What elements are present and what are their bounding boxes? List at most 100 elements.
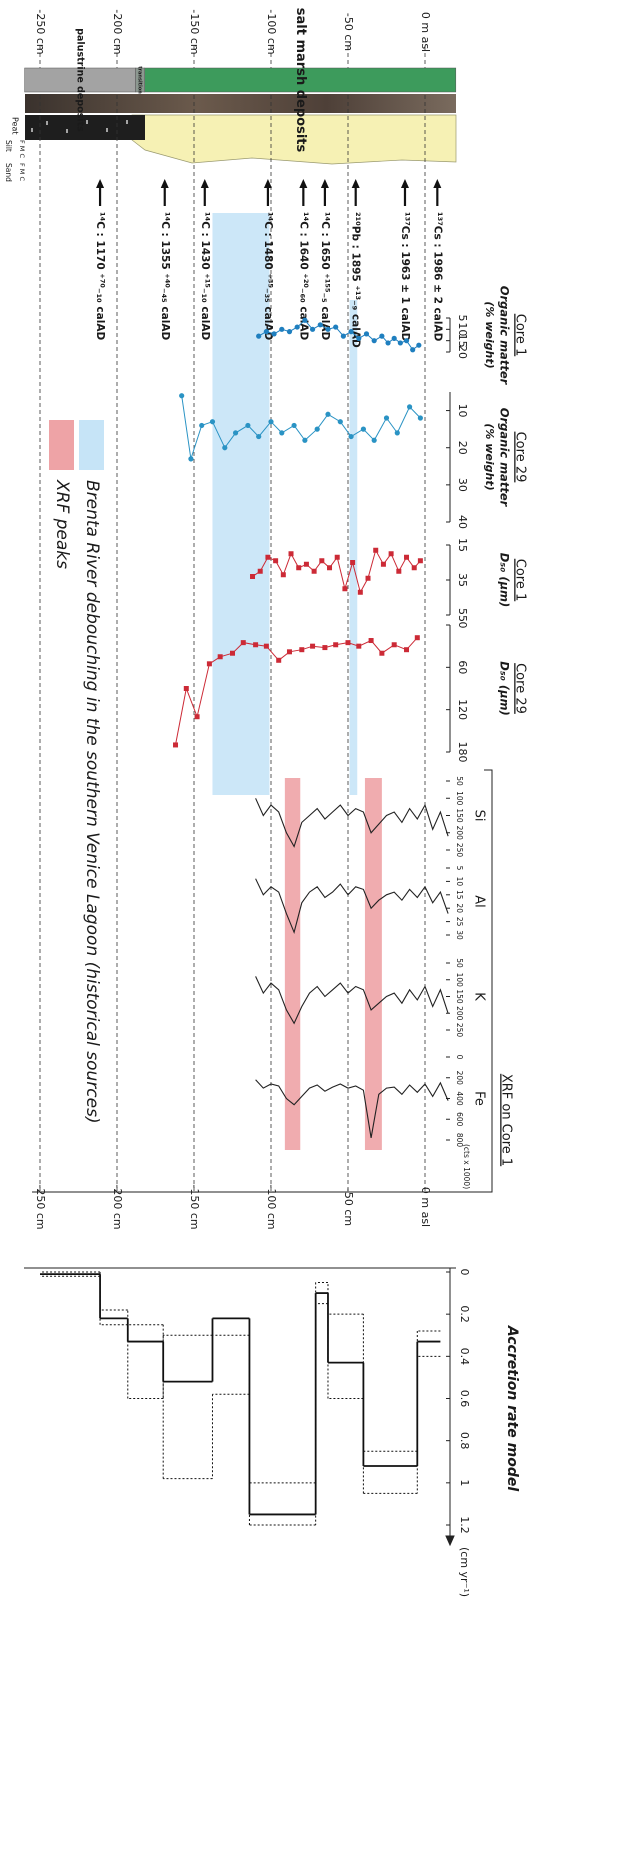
core-photo bbox=[25, 94, 456, 113]
point bbox=[245, 423, 250, 428]
depth-tick-label: 0 m asl bbox=[419, 12, 432, 52]
point bbox=[258, 569, 263, 574]
point bbox=[333, 324, 338, 329]
x-tick-label: 400 bbox=[455, 1091, 464, 1106]
core-label: Core 29 bbox=[513, 432, 528, 483]
x-tick-label: 40 bbox=[456, 515, 469, 529]
core-label: Core 1 bbox=[513, 559, 528, 602]
point bbox=[396, 569, 401, 574]
x-tick-label: 100 bbox=[455, 973, 464, 988]
dating-label: ¹⁴C : 1170 ⁺⁷⁰₋₁₀ calAD bbox=[94, 212, 106, 340]
point bbox=[325, 412, 330, 417]
point bbox=[404, 647, 409, 652]
point bbox=[218, 654, 223, 659]
point bbox=[188, 456, 193, 461]
depth-tick-label: -250 cm bbox=[34, 1184, 47, 1229]
point bbox=[302, 318, 307, 323]
point bbox=[385, 340, 390, 345]
point bbox=[253, 642, 258, 647]
point bbox=[207, 661, 212, 666]
point bbox=[364, 331, 369, 336]
point bbox=[250, 574, 255, 579]
point bbox=[184, 686, 189, 691]
point bbox=[322, 645, 327, 650]
point bbox=[195, 714, 200, 719]
element-label: Al bbox=[472, 895, 487, 908]
depth-tick-label: -50 cm bbox=[342, 1188, 355, 1226]
point bbox=[407, 404, 412, 409]
point bbox=[264, 329, 269, 334]
x-tick-label: 0 bbox=[458, 1269, 471, 1276]
point bbox=[310, 644, 315, 649]
depth-tick-label: -150 cm bbox=[188, 9, 201, 54]
point bbox=[342, 586, 347, 591]
point bbox=[289, 551, 294, 556]
x-tick-label: 60 bbox=[456, 660, 469, 674]
point bbox=[241, 640, 246, 645]
x-tick-label: 30 bbox=[456, 478, 469, 492]
point bbox=[310, 327, 315, 332]
point bbox=[372, 338, 377, 343]
point bbox=[412, 565, 417, 570]
point bbox=[350, 560, 355, 565]
point bbox=[273, 558, 278, 563]
point bbox=[210, 419, 215, 424]
point bbox=[319, 558, 324, 563]
point bbox=[346, 640, 351, 645]
element-label: K bbox=[472, 992, 487, 1001]
point bbox=[384, 415, 389, 420]
point bbox=[335, 555, 340, 560]
x-tick-label: 100 bbox=[455, 791, 464, 806]
lithology-label: palustrine deposits bbox=[75, 28, 86, 132]
point bbox=[271, 331, 276, 336]
legend-label: Brenta River debouching in the southern … bbox=[82, 480, 102, 1124]
x-tick-label: 15 bbox=[456, 538, 469, 552]
point bbox=[302, 438, 307, 443]
x-tick-label: 5 bbox=[456, 315, 469, 322]
x-tick-label: 150 bbox=[455, 989, 464, 1004]
point bbox=[416, 343, 421, 348]
point bbox=[299, 647, 304, 652]
point bbox=[287, 329, 292, 334]
point bbox=[304, 562, 309, 567]
legend-swatch bbox=[79, 420, 104, 470]
legend-label: XRF peaks bbox=[52, 479, 72, 569]
depth-tick-label: -100 cm bbox=[265, 1184, 278, 1229]
point bbox=[392, 336, 397, 341]
x-tick-label: 250 bbox=[455, 1023, 464, 1038]
element-label: Si bbox=[472, 810, 487, 822]
point bbox=[395, 430, 400, 435]
point bbox=[366, 576, 371, 581]
point bbox=[418, 415, 423, 420]
point bbox=[398, 340, 403, 345]
point bbox=[392, 642, 397, 647]
point bbox=[358, 590, 363, 595]
x-tick-label: 0.2 bbox=[458, 1305, 471, 1323]
panel-subtitle: (% weight) bbox=[483, 423, 496, 490]
dating-label: ¹⁴C : 1430 ⁺¹⁵₋₁₀ calAD bbox=[199, 212, 211, 340]
figure: Brenta River debouching in the southern … bbox=[0, 0, 632, 1854]
x-tick-label: 150 bbox=[455, 808, 464, 823]
unit-label: (cm yr⁻¹) bbox=[458, 1547, 471, 1597]
legend-swatch bbox=[49, 420, 74, 470]
point bbox=[356, 336, 361, 341]
point bbox=[381, 562, 386, 567]
point bbox=[369, 638, 374, 643]
depth-tick-label: -100 cm bbox=[265, 9, 278, 54]
point bbox=[341, 334, 346, 339]
point bbox=[199, 423, 204, 428]
point bbox=[410, 347, 415, 352]
grain-size-label: Peat bbox=[11, 117, 20, 135]
x-tick-label: 200 bbox=[455, 1006, 464, 1021]
point bbox=[233, 430, 238, 435]
point bbox=[265, 555, 270, 560]
x-tick-label: 1 bbox=[458, 1479, 471, 1486]
x-tick-label: 25 bbox=[455, 917, 464, 927]
point bbox=[404, 555, 409, 560]
point bbox=[379, 334, 384, 339]
x-tick-label: 5 bbox=[455, 866, 464, 871]
point bbox=[230, 651, 235, 656]
depth-tick-label: -150 cm bbox=[188, 1184, 201, 1229]
x-tick-label: 50 bbox=[455, 776, 464, 786]
x-tick-label: 200 bbox=[455, 826, 464, 841]
